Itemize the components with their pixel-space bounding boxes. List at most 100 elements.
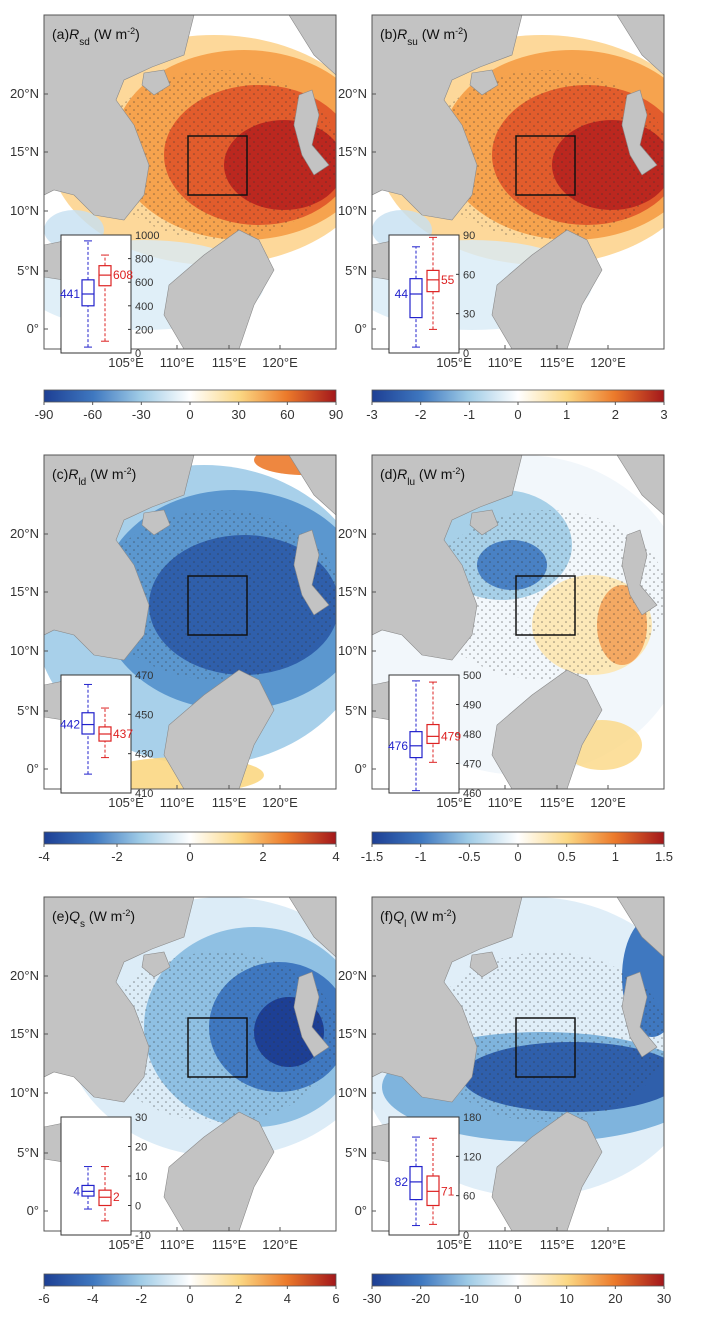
colorbar-tick-label: -3	[366, 407, 378, 422]
box	[81, 712, 95, 735]
land-mass	[44, 455, 195, 661]
lon-tick-label: 105°E	[108, 795, 144, 810]
land-mass	[163, 669, 275, 789]
lon-tick-label: 115°E	[212, 795, 247, 810]
lat-tick-label: 20°N	[338, 526, 367, 541]
significance-stipple	[427, 952, 664, 1122]
lat-tick-label: 15°N	[338, 1026, 367, 1041]
land-mass	[44, 897, 195, 1103]
lat-tick-label: 10°N	[10, 1085, 39, 1100]
colorbar-d: -1.5 -1 -0.5 0 0.5 1 1.5	[361, 831, 673, 864]
colorbar-tick-label: 30	[231, 407, 245, 422]
lon-tick-label: 120°E	[590, 1237, 626, 1252]
lon-tick-label: 110°E	[160, 795, 195, 810]
colorbar-tick-label: 90	[329, 407, 343, 422]
box-median-label: 608	[113, 268, 133, 282]
lon-tick-label: 110°E	[488, 355, 523, 370]
land-mass	[469, 951, 499, 978]
colorbar-tick-label: 3	[660, 407, 667, 422]
box	[409, 731, 423, 759]
significance-stipple	[99, 70, 336, 240]
colorbar-tick-label: -1.5	[361, 849, 383, 864]
land-mass	[141, 951, 171, 978]
inset-frame	[388, 1116, 460, 1236]
inset-boxplot-c: 470 450 430 410 442 437	[60, 670, 153, 800]
colorbar-f: -30 -20 -10 0 10 20 30	[363, 1273, 671, 1306]
lat-tick-label: 10°N	[10, 203, 39, 218]
lat-tick-label: 0°	[355, 321, 367, 336]
map-field-b	[372, 15, 664, 349]
colorbar-tick-label: 0	[514, 1291, 521, 1306]
lat-tick-label: 20°N	[10, 526, 39, 541]
colorbar-tick-label: 0	[186, 849, 193, 864]
land-mass	[293, 971, 330, 1058]
lat-tick-label: 5°N	[345, 263, 367, 278]
inset-tick-label: 120	[463, 1151, 481, 1163]
panel-title-a: (a)Rsd (W m-2)	[52, 26, 140, 48]
land-mass	[288, 455, 336, 516]
lat-tick-label: 20°N	[338, 968, 367, 983]
box-median-label: 479	[441, 729, 461, 743]
lon-tick-label: 105°E	[108, 1237, 144, 1252]
lat-tick-label: 15°N	[338, 584, 367, 599]
lon-tick-label: 120°E	[262, 355, 298, 370]
inset-tick-label: -10	[135, 1230, 151, 1242]
box-median-label: 55	[441, 273, 455, 287]
inset-frame	[60, 1116, 132, 1236]
colorbar-c: -4 -2 0 2 4	[38, 831, 340, 864]
study-area-box	[515, 135, 576, 196]
colorbar-tick-label: -20	[411, 1291, 430, 1306]
colorbar-gradient	[43, 1273, 337, 1287]
map-frame	[43, 454, 337, 790]
land-mass	[141, 69, 171, 96]
inset-boxplot-e: 30 20 10 0 -10 4 2	[60, 1112, 151, 1242]
lat-tick-label: 10°N	[10, 643, 39, 658]
colorbar-tick-label: 0	[186, 407, 193, 422]
inset-tick-label: 30	[135, 1112, 147, 1124]
inset-tick-label: 490	[463, 700, 481, 712]
land-mass	[163, 229, 275, 349]
colorbar-gradient	[371, 831, 665, 845]
inset-tick-label: 180	[463, 1112, 481, 1124]
lon-tick-label: 115°E	[540, 795, 575, 810]
lat-tick-label: 5°N	[345, 703, 367, 718]
box	[426, 723, 440, 745]
land-mass	[491, 1111, 603, 1231]
lat-tick-label: 0°	[355, 761, 367, 776]
panel-title-b: (b)Rsu (W m-2)	[380, 26, 468, 48]
land-mass	[288, 15, 336, 76]
box-median-label: 441	[60, 287, 80, 301]
lat-tick-label: 15°N	[10, 144, 39, 159]
lon-tick-label: 105°E	[436, 355, 472, 370]
significance-stipple	[99, 510, 336, 680]
box	[409, 1165, 423, 1201]
inset-boxplot-f: 180 120 60 0 82 71	[388, 1112, 481, 1242]
box-median-label: 437	[113, 727, 133, 741]
colorbar-tick-label: -6	[38, 1291, 50, 1306]
colorbar-tick-label: 0	[514, 407, 521, 422]
lat-tick-label: 5°N	[17, 703, 39, 718]
inset-tick-label: 460	[463, 788, 481, 800]
panel-title-f: (f)Ql (W m-2)	[380, 908, 456, 930]
inset-frame	[60, 234, 132, 354]
colorbar-gradient	[371, 1273, 665, 1287]
box-median-label: 71	[441, 1184, 455, 1198]
inset-tick-label: 10	[135, 1171, 147, 1183]
colorbar-tick-label: 60	[280, 407, 294, 422]
lon-tick-label: 105°E	[436, 795, 472, 810]
land-mass	[288, 897, 336, 958]
inset-tick-label: 30	[463, 309, 475, 321]
land-mass	[621, 529, 658, 616]
inset-tick-label: 470	[463, 759, 481, 771]
colorbar-tick-label: 2	[235, 1291, 242, 1306]
study-area-box	[515, 1017, 576, 1078]
land-mass	[621, 89, 658, 176]
colorbar-tick-label: -2	[136, 1291, 148, 1306]
inset-frame	[60, 674, 132, 794]
colorbar-tick-label: -4	[38, 849, 50, 864]
colorbar-a: -90 -60 -30 0 30 60 90	[35, 389, 343, 422]
lat-tick-label: 5°N	[345, 1145, 367, 1160]
inset-tick-label: 60	[463, 1191, 475, 1203]
colorbar-tick-label: 2	[259, 849, 266, 864]
colorbar-gradient	[371, 389, 665, 403]
